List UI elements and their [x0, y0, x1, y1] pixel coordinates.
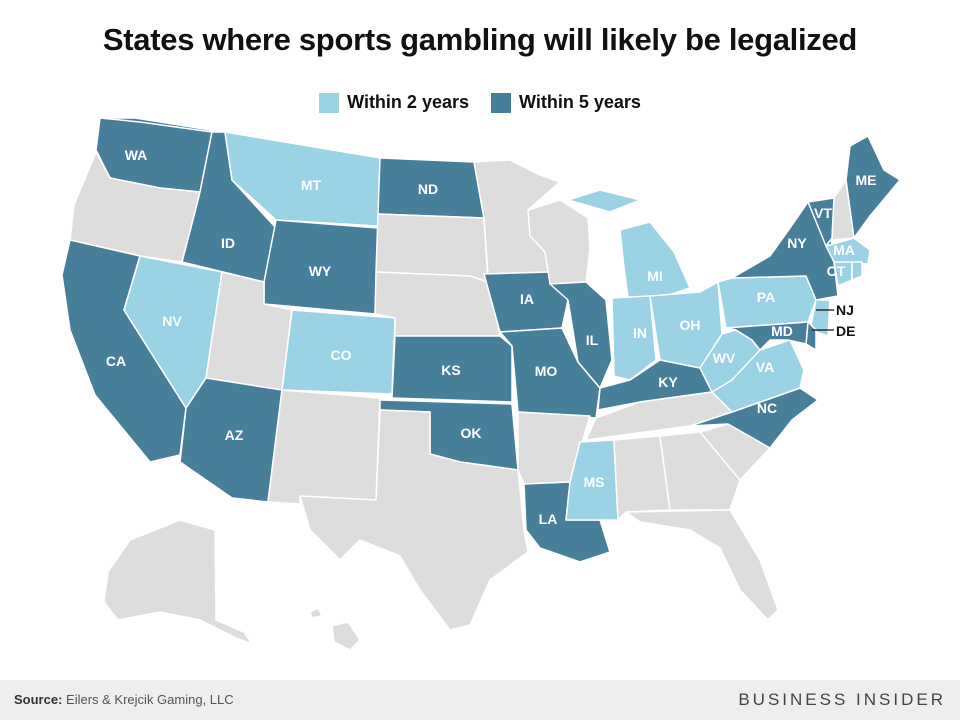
state-nm[interactable] [267, 389, 381, 505]
state-label-in: IN [633, 325, 647, 341]
state-label-va: VA [756, 359, 774, 375]
source-label: Source: [14, 692, 63, 707]
state-hi-2[interactable] [309, 607, 323, 619]
state-nj[interactable] [809, 299, 831, 337]
state-sd[interactable] [375, 213, 489, 283]
source-text: Eilers & Krejcik Gaming, LLC [66, 692, 234, 707]
state-mi[interactable] [567, 189, 641, 213]
legend: Within 2 years Within 5 years [0, 92, 960, 113]
map-title: States where sports gambling will likely… [102, 22, 858, 57]
state-label-vt: VT [814, 205, 832, 221]
state-mt[interactable] [224, 131, 381, 227]
state-label-nd: ND [418, 181, 438, 197]
state-label-ia: IA [520, 291, 534, 307]
state-mi-lower[interactable] [619, 221, 691, 299]
state-label-ct: CT [827, 263, 846, 279]
legend-label-within-5: Within 5 years [519, 92, 641, 112]
state-wy[interactable] [263, 219, 379, 315]
legend-item-within-2: Within 2 years [319, 92, 469, 113]
state-label-nv: NV [162, 313, 182, 329]
legend-swatch-within-5 [491, 92, 511, 113]
state-label-ny: NY [787, 235, 807, 251]
brand-logo: BUSINESS INSIDER [738, 690, 946, 709]
state-label-nc: NC [757, 400, 777, 416]
legend-item-within-5: Within 5 years [491, 92, 641, 113]
state-label-ok: OK [461, 425, 482, 441]
state-label-az: AZ [225, 427, 244, 443]
legend-swatch-within-2 [319, 92, 340, 113]
state-me[interactable] [845, 135, 901, 239]
state-label-mi: MI [647, 268, 663, 284]
state-label-pa: PA [757, 289, 775, 305]
state-label-mt: MT [301, 177, 322, 193]
state-label-wy: WY [309, 263, 332, 279]
state-ak[interactable] [103, 519, 253, 645]
state-label-mo: MO [535, 363, 558, 379]
state-label-nj: NJ [836, 302, 854, 318]
state-ia[interactable] [483, 271, 569, 333]
state-ri[interactable] [851, 261, 863, 281]
state-label-ca: CA [106, 353, 126, 369]
state-label-ma: MA [833, 242, 855, 258]
state-label-la: LA [539, 511, 558, 527]
state-label-ky: KY [658, 374, 678, 390]
legend-label-within-2: Within 2 years [347, 92, 469, 112]
state-label-co: CO [331, 347, 352, 363]
state-label-ms: MS [584, 474, 605, 490]
state-label-id: ID [221, 235, 235, 251]
state-md[interactable] [725, 321, 809, 351]
state-label-ks: KS [441, 362, 460, 378]
state-label-il: IL [586, 332, 599, 348]
state-label-wa: WA [125, 147, 148, 163]
state-il[interactable] [549, 281, 613, 389]
footer: Source: Eilers & Krejcik Gaming, LLC BUS… [0, 680, 960, 720]
source-credit: Source: Eilers & Krejcik Gaming, LLC [14, 692, 234, 707]
state-hi-1[interactable] [331, 621, 361, 651]
state-label-wv: WV [713, 350, 736, 366]
state-ga[interactable] [659, 431, 741, 511]
state-label-de: DE [836, 323, 855, 339]
state-in[interactable] [611, 295, 657, 381]
state-ma[interactable] [825, 237, 871, 265]
state-fl[interactable] [625, 509, 779, 621]
state-ks[interactable] [391, 335, 513, 403]
state-label-md: MD [771, 323, 793, 339]
state-label-oh: OH [680, 317, 701, 333]
state-label-me: ME [856, 172, 877, 188]
state-tx[interactable] [299, 409, 529, 631]
